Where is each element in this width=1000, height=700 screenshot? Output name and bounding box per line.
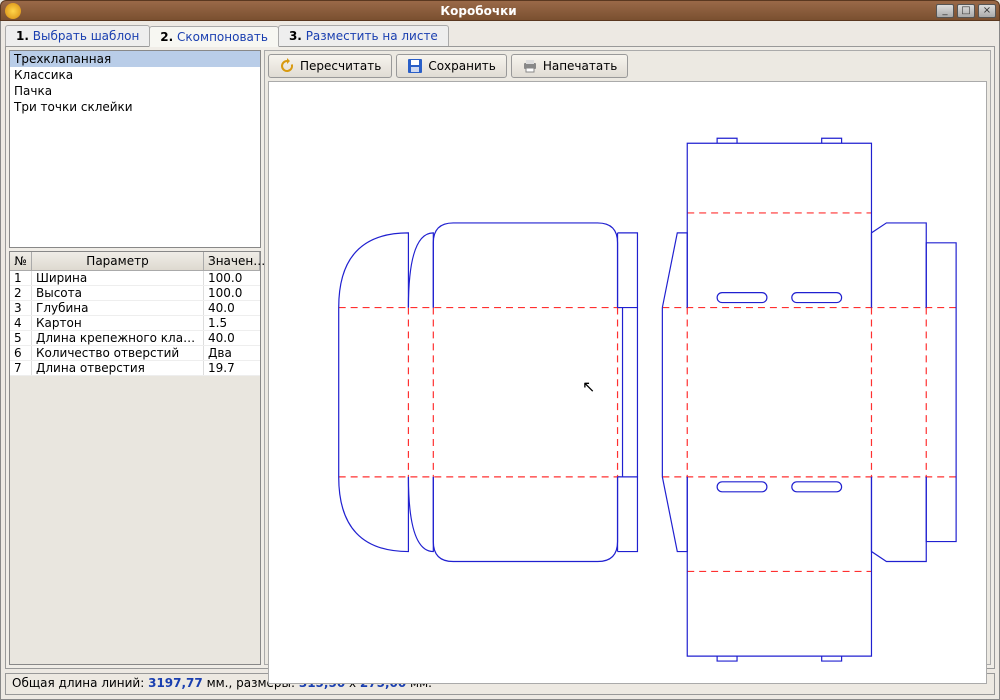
cell-param: Высота	[32, 286, 204, 300]
col-param[interactable]: Параметр	[32, 252, 204, 270]
list-item[interactable]: Три точки склейки	[10, 99, 260, 115]
app-icon	[5, 3, 21, 19]
right-panel: Пересчитать Сохранить Напечатать ↖	[264, 50, 991, 665]
cell-num: 5	[10, 331, 32, 345]
tab-num: 1.	[16, 29, 29, 43]
toolbar: Пересчитать Сохранить Напечатать	[268, 54, 987, 78]
list-item[interactable]: Пачка	[10, 83, 260, 99]
cell-value[interactable]: 40.0	[204, 301, 260, 315]
button-label: Пересчитать	[300, 59, 381, 73]
save-icon	[407, 58, 423, 74]
refresh-icon	[279, 58, 295, 74]
table-body: 1Ширина100.02Высота100.03Глубина40.04Кар…	[10, 271, 260, 376]
cell-value[interactable]: 40.0	[204, 331, 260, 345]
cell-param: Количество отверстий	[32, 346, 204, 360]
tab-label: Выбрать шаблон	[33, 29, 140, 43]
cell-num: 3	[10, 301, 32, 315]
button-label: Сохранить	[428, 59, 496, 73]
status-text: Общая длина линий:	[12, 676, 148, 690]
print-button[interactable]: Напечатать	[511, 54, 628, 78]
box-diagram	[269, 82, 986, 683]
cell-num: 7	[10, 361, 32, 375]
cell-param: Картон	[32, 316, 204, 330]
window-frame: 1. Выбрать шаблон 2. Скомпоновать 3. Раз…	[0, 21, 1000, 700]
cell-num: 1	[10, 271, 32, 285]
template-list[interactable]: Трехклапанная Классика Пачка Три точки с…	[9, 50, 261, 248]
recalculate-button[interactable]: Пересчитать	[268, 54, 392, 78]
cell-param: Длина крепежного клап…	[32, 331, 204, 345]
tab-label: Разместить на листе	[306, 29, 438, 43]
cell-param: Длина отверстия	[32, 361, 204, 375]
tab-num: 3.	[289, 29, 302, 43]
table-header: № Параметр Значен…	[10, 252, 260, 271]
cell-num: 4	[10, 316, 32, 330]
table-row[interactable]: 5Длина крепежного клап…40.0	[10, 331, 260, 346]
tab-select-template[interactable]: 1. Выбрать шаблон	[5, 25, 150, 46]
title-bar: Коробочки _ □ ×	[0, 0, 1000, 21]
table-row[interactable]: 4Картон1.5	[10, 316, 260, 331]
maximize-button[interactable]: □	[957, 4, 975, 18]
drawing-canvas[interactable]: ↖	[268, 81, 987, 684]
save-button[interactable]: Сохранить	[396, 54, 507, 78]
table-row[interactable]: 3Глубина40.0	[10, 301, 260, 316]
tab-num: 2.	[160, 30, 173, 44]
tab-label: Скомпоновать	[177, 30, 268, 44]
cell-value[interactable]: 19.7	[204, 361, 260, 375]
cell-param: Ширина	[32, 271, 204, 285]
list-item[interactable]: Трехклапанная	[10, 51, 260, 67]
cell-num: 2	[10, 286, 32, 300]
status-length: 3197,77	[148, 676, 203, 690]
minimize-button[interactable]: _	[936, 4, 954, 18]
cell-value[interactable]: Два	[204, 346, 260, 360]
table-row[interactable]: 1Ширина100.0	[10, 271, 260, 286]
col-num[interactable]: №	[10, 252, 32, 270]
cell-param: Глубина	[32, 301, 204, 315]
cell-value[interactable]: 100.0	[204, 286, 260, 300]
left-panel: Трехклапанная Классика Пачка Три точки с…	[9, 50, 261, 665]
window-title: Коробочки	[21, 4, 936, 18]
print-icon	[522, 58, 538, 74]
content-area: Трехклапанная Классика Пачка Три точки с…	[5, 47, 995, 669]
col-value[interactable]: Значен…	[204, 252, 260, 270]
cell-value[interactable]: 100.0	[204, 271, 260, 285]
list-item[interactable]: Классика	[10, 67, 260, 83]
button-label: Напечатать	[543, 59, 617, 73]
table-row[interactable]: 2Высота100.0	[10, 286, 260, 301]
tab-row: 1. Выбрать шаблон 2. Скомпоновать 3. Раз…	[5, 25, 995, 47]
tab-layout[interactable]: 3. Разместить на листе	[278, 25, 449, 46]
cell-num: 6	[10, 346, 32, 360]
cell-value[interactable]: 1.5	[204, 316, 260, 330]
table-row[interactable]: 6Количество отверстийДва	[10, 346, 260, 361]
tab-compose[interactable]: 2. Скомпоновать	[149, 26, 279, 47]
close-button[interactable]: ×	[978, 4, 996, 18]
parameter-table: № Параметр Значен… 1Ширина100.02Высота10…	[9, 251, 261, 665]
table-row[interactable]: 7Длина отверстия19.7	[10, 361, 260, 376]
